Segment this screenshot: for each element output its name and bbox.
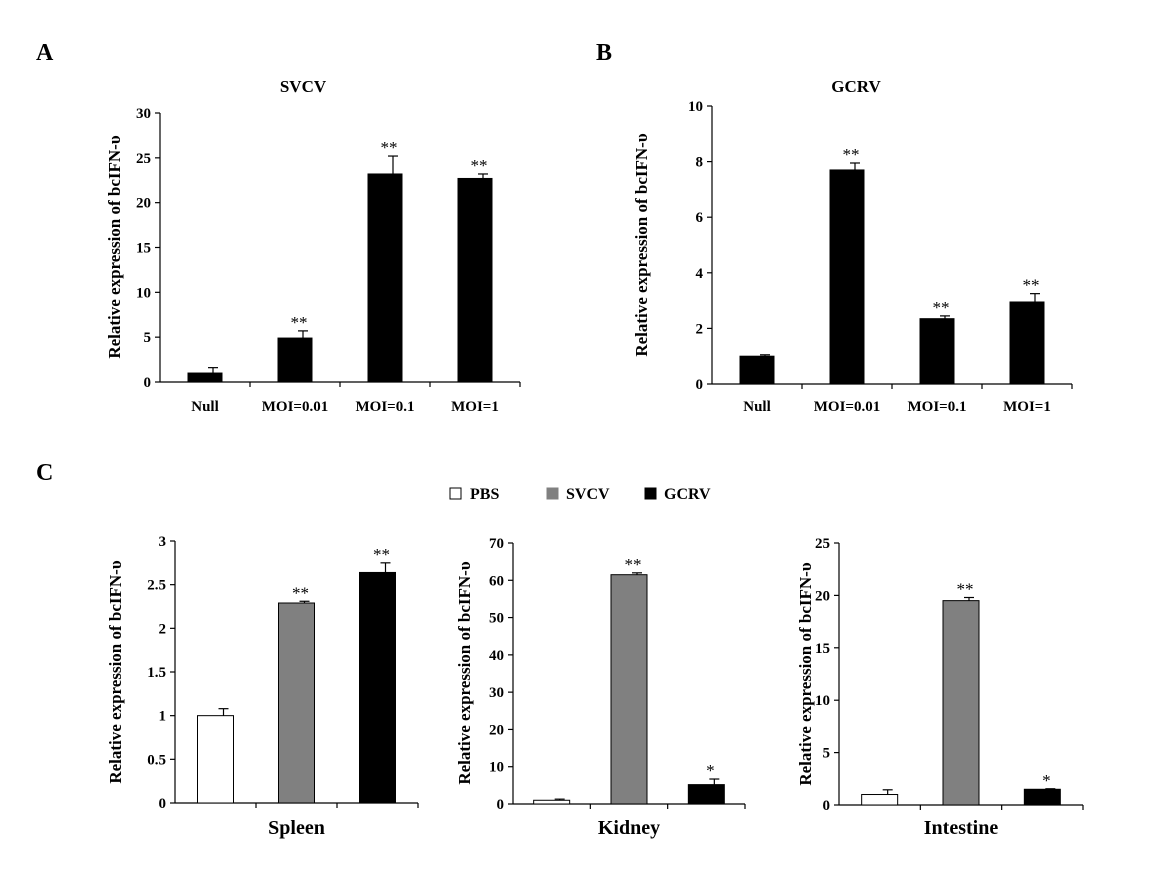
y-tick-label: 10: [688, 99, 703, 115]
bar-gcrv: [687, 784, 725, 805]
y-tick-label: 40: [489, 648, 504, 664]
y-tick-label: 50: [489, 611, 504, 627]
y-tick-label: 2.5: [147, 578, 166, 594]
significance-marker: **: [373, 545, 390, 564]
x-category-label: MOI=0.1: [908, 399, 967, 415]
y-tick-label: 30: [136, 106, 151, 122]
chart-c-spleen: 0 0.5 1 1.5 2 2.5 3 ** ** Spleen Relative expressi…: [106, 534, 419, 839]
y-tick-label: 0: [159, 796, 167, 812]
bar-pbs: [533, 799, 571, 805]
significance-marker: **: [957, 579, 974, 598]
legend-swatch-svcv: [546, 487, 559, 500]
x-axis-label: Spleen: [268, 817, 325, 839]
legend: PBS SVCV GCRV: [449, 486, 711, 503]
bar-moi-0-1: [367, 173, 403, 383]
significance-marker: **: [381, 138, 398, 157]
bar-null: [187, 372, 223, 383]
y-tick-label: 20: [136, 196, 151, 212]
bar-svcv: [278, 602, 315, 804]
y-tick-label: 20: [489, 722, 504, 738]
significance-marker: **: [625, 555, 642, 574]
legend-swatch-gcrv: [644, 487, 657, 500]
significance-marker: **: [291, 313, 308, 332]
bar-moi-1: [457, 177, 493, 383]
bar-moi-0-01: [277, 337, 313, 383]
y-tick-label: 60: [489, 573, 504, 589]
y-tick-label: 8: [696, 155, 704, 171]
y-tick-label: 0: [497, 797, 505, 813]
y-tick-label: 10: [815, 693, 830, 709]
y-axis-label: Relative expression of bcIFN-υ: [105, 135, 124, 359]
legend-label-svcv: SVCV: [566, 486, 610, 503]
significance-marker: **: [292, 583, 309, 602]
significance-marker: **: [933, 298, 950, 317]
bar-moi-0-1: [919, 318, 955, 385]
panel-label-b: B: [596, 40, 612, 66]
panel-label-a: A: [36, 40, 54, 66]
bar-svcv: [610, 574, 648, 805]
bar-pbs: [861, 794, 899, 806]
y-axis-label: Relative expression of bcIFN-υ: [455, 561, 474, 785]
chart-a-svcv: 0 5 10 15 20 25 30 Null ** MOI=0.01 ** MOI=0.1 ** MOI…: [105, 77, 521, 415]
x-axis-label: Intestine: [924, 817, 999, 839]
x-category-label: Null: [191, 399, 219, 415]
y-tick-label: 15: [136, 241, 151, 257]
y-axis-label: Relative expression of bcIFN-υ: [632, 133, 651, 357]
y-axis-label: Relative expression of bcIFN-υ: [796, 562, 815, 786]
bar-gcrv: [1023, 788, 1061, 806]
bar-svcv: [942, 600, 980, 806]
bar-gcrv: [359, 571, 396, 804]
x-category-label: MOI=0.1: [356, 399, 415, 415]
legend-label-pbs: PBS: [470, 486, 499, 503]
y-tick-label: 1: [159, 709, 167, 725]
y-tick-label: 10: [489, 760, 504, 776]
y-tick-label: 5: [144, 330, 152, 346]
y-tick-label: 25: [815, 536, 830, 552]
x-category-label: MOI=1: [1003, 399, 1051, 415]
y-tick-label: 20: [815, 588, 830, 604]
y-tick-label: 0: [696, 377, 704, 393]
y-tick-label: 6: [696, 210, 704, 226]
chart-title: SVCV: [280, 77, 327, 96]
bar-moi-0-01: [829, 169, 865, 385]
y-tick-label: 1.5: [147, 665, 166, 681]
y-tick-label: 5: [823, 746, 831, 762]
x-category-label: MOI=0.01: [262, 399, 328, 415]
bar-pbs: [197, 715, 234, 804]
panel-label-c: C: [36, 460, 53, 486]
x-category-label: MOI=1: [451, 399, 499, 415]
y-tick-label: 0: [144, 375, 152, 391]
y-tick-label: 30: [489, 685, 504, 701]
y-tick-label: 25: [136, 151, 151, 167]
x-category-label: Null: [743, 399, 771, 415]
significance-marker: **: [1023, 276, 1040, 295]
x-axis-label: Kidney: [598, 817, 660, 839]
legend-swatch-pbs: [449, 487, 462, 500]
y-tick-label: 70: [489, 536, 504, 552]
legend-label-gcrv: GCRV: [664, 486, 711, 503]
y-tick-label: 0: [823, 798, 831, 814]
significance-marker: *: [706, 761, 715, 780]
chart-b-gcrv: 0 2 4 6 8 10 Null ** MOI=0.01 ** MOI=0.1 ** MOI=1 GCR…: [632, 77, 1073, 415]
y-tick-label: 2: [696, 321, 704, 337]
significance-marker: *: [1042, 771, 1051, 790]
y-tick-label: 0.5: [147, 752, 166, 768]
chart-title: GCRV: [831, 77, 881, 96]
y-tick-label: 2: [159, 621, 167, 637]
bar-null: [739, 355, 775, 385]
y-tick-label: 10: [136, 285, 151, 301]
x-category-label: MOI=0.01: [814, 399, 880, 415]
y-tick-label: 4: [696, 266, 704, 282]
y-tick-label: 15: [815, 641, 830, 657]
significance-marker: **: [471, 156, 488, 175]
bar-moi-1: [1009, 301, 1045, 385]
significance-marker: **: [843, 145, 860, 164]
y-axis-label: Relative expression of bcIFN-υ: [106, 560, 125, 784]
y-tick-label: 3: [159, 534, 167, 550]
